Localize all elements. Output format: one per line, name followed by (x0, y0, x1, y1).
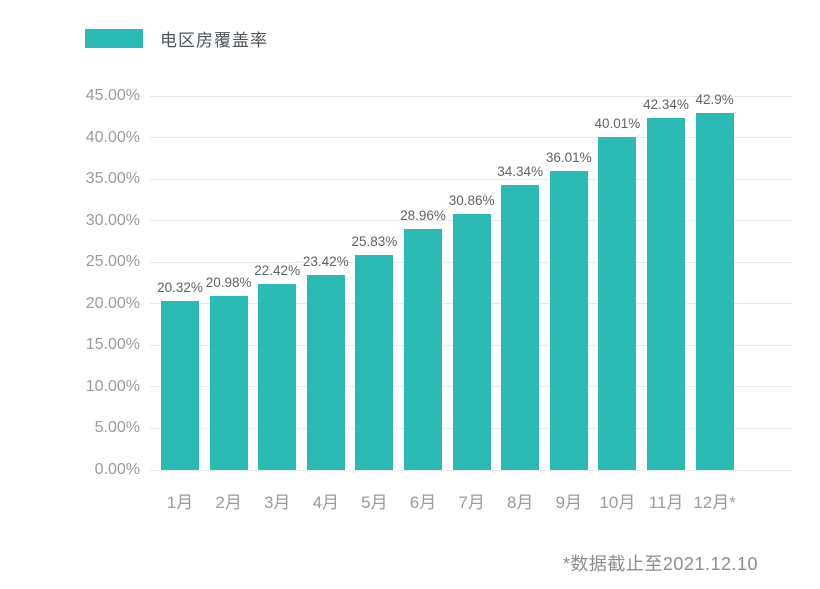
gridline (150, 137, 793, 139)
legend: 电区房覆盖率 (85, 26, 268, 51)
gridline (150, 178, 793, 180)
bar-7月 (452, 213, 491, 470)
bar-value-label: 20.98% (205, 274, 252, 290)
bar-value-label: 40.01% (594, 116, 641, 132)
x-tick-label: 4月 (312, 493, 340, 512)
bar-5月 (355, 255, 394, 470)
x-tick-label: 3月 (263, 493, 291, 512)
x-tick-label: 6月 (409, 493, 437, 512)
bar-value-label: 22.42% (254, 262, 301, 278)
bar-value-label: 20.32% (157, 280, 203, 296)
x-tick-label: 5月 (361, 493, 388, 512)
bar-12月* (695, 113, 734, 470)
bar-3月 (258, 283, 297, 470)
y-tick-label: 15.00% (85, 336, 140, 354)
y-tick-label: 25.00% (85, 253, 140, 271)
y-tick-label: 20.00% (85, 294, 140, 312)
bar-4月 (306, 275, 345, 470)
bar-value-label: 42.9% (695, 92, 734, 108)
x-tick-label: 2月 (215, 493, 242, 512)
x-tick-label: 12月* (693, 493, 736, 512)
bar-value-label: 42.34% (643, 97, 689, 113)
legend-swatch (85, 29, 143, 48)
x-tick-label: 8月 (506, 493, 534, 512)
x-tick-label: 9月 (555, 493, 583, 512)
y-tick-label: 30.00% (85, 211, 140, 229)
bar-9月 (549, 170, 588, 470)
y-tick-label: 35.00% (85, 170, 140, 188)
gridline (150, 95, 793, 97)
y-tick-label: 0.00% (94, 461, 140, 478)
plot-area: 20.32% 1月 20.98% 2月 22.42% 3月 23.42% 4月 25.83% 5月… (150, 92, 793, 512)
bar-value-label: 23.42% (302, 254, 349, 270)
bar-value-label: 34.34% (497, 163, 544, 179)
y-tick-label: 45.00% (85, 87, 140, 104)
legend-label: 电区房覆盖率 (160, 31, 268, 50)
bar-11月 (647, 118, 685, 470)
bar-value-label: 28.96% (400, 208, 446, 224)
bar-1月 (161, 301, 199, 470)
bar-8月 (501, 184, 540, 470)
y-tick-label: 5.00% (94, 419, 140, 437)
bar-2月 (209, 295, 248, 470)
bar-10月 (598, 137, 637, 470)
y-tick-label: 10.00% (85, 377, 140, 395)
bar-6月 (404, 229, 442, 470)
bar-value-label: 36.01% (545, 149, 592, 165)
x-tick-label: 10月 (599, 493, 636, 512)
gridline (150, 469, 793, 471)
bar-value-label: 30.86% (448, 192, 495, 208)
bar-value-label: 25.83% (351, 234, 398, 250)
x-tick-label: 11月 (648, 493, 684, 512)
y-tick-label: 40.00% (85, 128, 140, 146)
x-tick-label: 1月 (166, 493, 194, 512)
x-tick-label: 7月 (458, 493, 485, 512)
footnote: *数据截止至2021.12.10 (562, 554, 758, 574)
